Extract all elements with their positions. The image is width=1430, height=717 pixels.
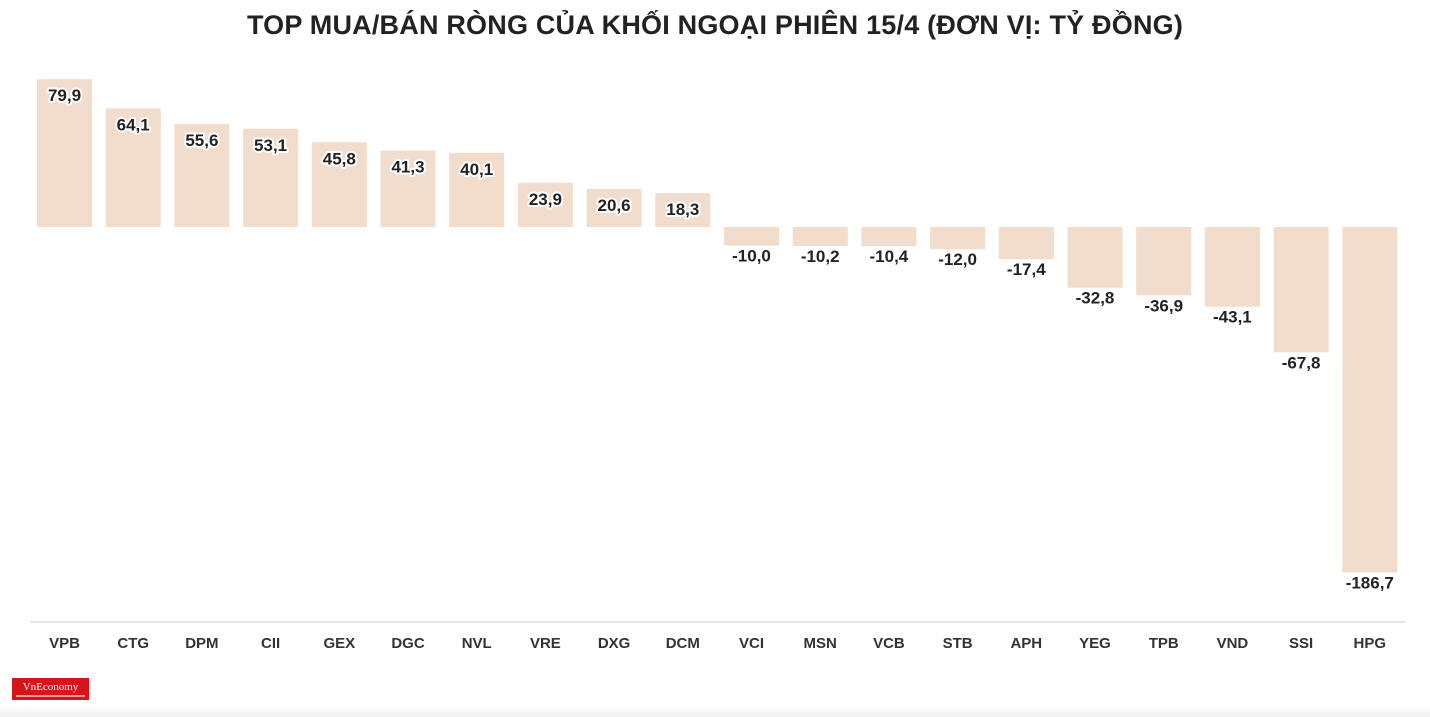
tick-label-dcm: DCM [666,635,700,652]
bar-vci [724,227,779,246]
tick-label-vci: VCI [739,635,764,652]
bar-gex [311,142,367,227]
value-label-ctg: 64,1 [117,115,150,134]
tick-label-dxg: DXG [598,635,631,652]
tick-label-vre: VRE [530,635,561,652]
logo-text: VnEconomy [22,681,79,693]
value-label-aph: -17,4 [1007,260,1046,279]
value-label-vpb: 79,9 [48,86,81,105]
bar-msn [792,227,848,246]
value-label-nvl: 40,1 [460,160,493,179]
bar-tpb [1136,227,1192,296]
value-label-stb: -12,0 [938,250,977,269]
bar-dcm [655,193,711,227]
value-label-gex: 45,8 [323,149,356,168]
value-label-msn: -10,2 [801,247,840,266]
value-label-hpg: -186,7 [1346,573,1394,592]
value-label-vci: -10,0 [732,247,771,266]
value-label-tpb: -36,9 [1144,296,1183,315]
bar-vnd [1204,227,1260,307]
bar-vcb [861,227,917,247]
tick-label-vnd: VND [1217,635,1249,652]
bar-ctg [105,108,161,227]
tick-label-gex: GEX [323,635,355,652]
value-label-dpm: 55,6 [185,131,218,150]
bar-dgc [380,150,436,227]
tick-label-yeg: YEG [1079,635,1111,652]
tick-label-aph: APH [1010,635,1042,652]
bar-vre [517,182,573,227]
value-label-cii: 53,1 [254,136,287,155]
value-label-vre: 23,9 [529,190,562,209]
value-labels-group: 79,9 64,1 55,6 53,1 45,8 41,3 40,1 23,9 20,6 18,3… [46,84,1396,594]
bar-aph [998,227,1054,260]
value-label-yeg: -32,8 [1076,289,1115,308]
bar-dxg [586,188,642,227]
tick-label-nvl: NVL [462,635,492,652]
value-label-vcb: -10,4 [870,247,909,266]
tick-label-ctg: CTG [117,635,149,652]
tick-labels-group: VPB CTG DPM CII GEX DGC NVL VRE DXG DCM VCI MSN VCB S… [49,635,1386,652]
tick-label-tpb: TPB [1149,635,1179,652]
bars-group [37,79,1398,573]
value-label-dcm: 18,3 [666,200,699,219]
tick-label-msn: MSN [804,635,837,652]
tick-label-vpb: VPB [49,635,80,652]
tick-label-ssi: SSI [1289,635,1313,652]
bar-yeg [1067,227,1123,288]
value-label-dgc: 41,3 [391,158,424,177]
tick-label-dpm: DPM [185,635,218,652]
value-label-vnd: -43,1 [1213,308,1252,327]
bar-stb [930,227,986,250]
value-label-ssi: -67,8 [1282,353,1321,372]
bar-hpg [1342,227,1398,573]
value-label-dxg: 20,6 [598,196,631,215]
bar-ssi [1273,227,1329,353]
bar-dpm [174,124,230,227]
vneconomy-logo: VnEconomy [12,678,89,700]
bar-cii [243,128,299,227]
tick-label-cii: CII [261,635,280,652]
tick-label-vcb: VCB [873,635,905,652]
chart-title: TOP MUA/BÁN RÒNG CỦA KHỐI NGOẠI PHIÊN 15… [246,10,1184,40]
bar-vpb [37,79,92,227]
tick-label-stb: STB [943,635,973,652]
tick-label-dgc: DGC [391,635,425,652]
tick-label-hpg: HPG [1354,635,1387,652]
bar-nvl [449,152,505,227]
